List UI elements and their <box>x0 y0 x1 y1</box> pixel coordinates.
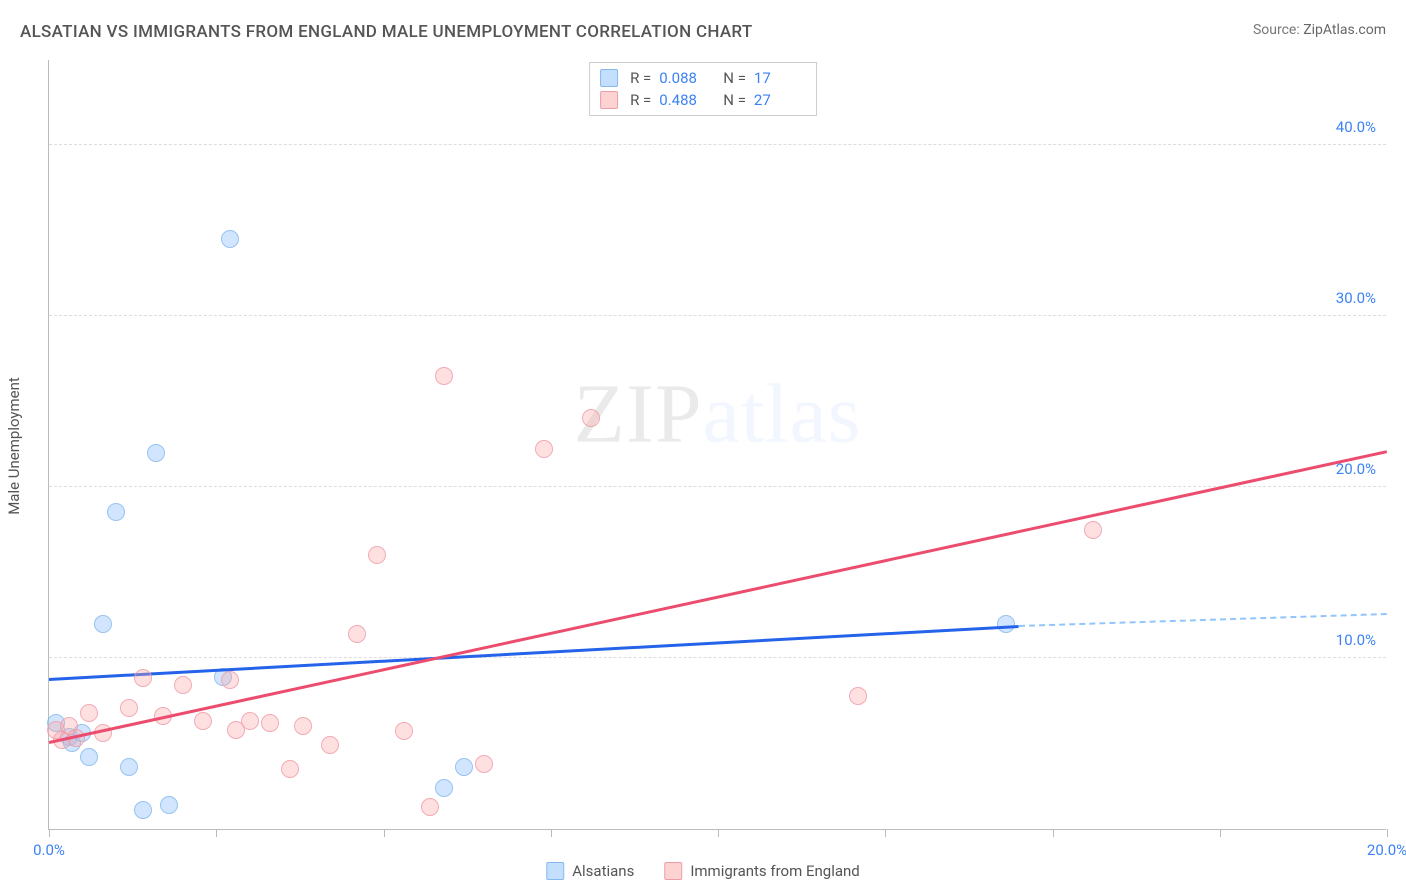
data-point <box>80 704 98 722</box>
r-value-1: 0.088 <box>659 69 711 87</box>
data-point <box>221 671 239 689</box>
data-point <box>194 712 212 730</box>
data-point <box>261 714 279 732</box>
data-point <box>1084 521 1102 539</box>
swatch-series-1 <box>600 69 618 87</box>
source-value: ZipAtlas.com <box>1303 22 1386 38</box>
data-point <box>134 669 152 687</box>
chart-container: ALSATIAN VS IMMIGRANTS FROM ENGLAND MALE… <box>0 0 1406 892</box>
data-point <box>174 676 192 694</box>
data-point <box>421 798 439 816</box>
legend-series: Alsatians Immigrants from England <box>546 862 860 880</box>
data-point <box>281 760 299 778</box>
data-point <box>294 717 312 735</box>
source-label: Source: <box>1253 22 1300 38</box>
x-tick-label: 0.0% <box>33 841 65 859</box>
data-point <box>535 440 553 458</box>
legend-item-1: Alsatians <box>546 862 634 880</box>
x-tick-label: 20.0% <box>1367 841 1406 859</box>
swatch-immigrants <box>664 862 682 880</box>
data-point <box>475 755 493 773</box>
y-tick-label: 10.0% <box>1336 631 1376 649</box>
gridline <box>49 144 1386 145</box>
trend-line-extension <box>1019 613 1387 627</box>
series-1-name: Alsatians <box>572 862 634 880</box>
trend-line <box>49 625 1019 681</box>
legend-item-2: Immigrants from England <box>664 862 859 880</box>
data-point <box>368 546 386 564</box>
gridline <box>49 657 1386 658</box>
x-tick <box>49 829 50 837</box>
watermark: ZIPatlas <box>574 365 862 462</box>
data-point <box>395 722 413 740</box>
r-label: R = <box>630 69 651 87</box>
data-point <box>160 796 178 814</box>
data-point <box>849 687 867 705</box>
swatch-series-2 <box>600 91 618 109</box>
trend-line <box>49 450 1388 743</box>
data-point <box>80 748 98 766</box>
gridline <box>49 315 1386 316</box>
data-point <box>120 758 138 776</box>
source-attribution: Source: ZipAtlas.com <box>1253 22 1386 38</box>
data-point <box>221 230 239 248</box>
y-tick-label: 20.0% <box>1336 460 1376 478</box>
data-point <box>147 444 165 462</box>
x-tick <box>1387 829 1388 837</box>
n-value-1: 17 <box>754 69 806 87</box>
gridline <box>49 486 1386 487</box>
data-point <box>435 779 453 797</box>
legend-stats-row-1: R = 0.088 N = 17 <box>600 67 806 89</box>
legend-stats-row-2: R = 0.488 N = 27 <box>600 89 806 111</box>
data-point <box>435 367 453 385</box>
data-point <box>134 801 152 819</box>
legend-stats: R = 0.088 N = 17 R = 0.488 N = 27 <box>589 62 817 116</box>
watermark-atlas: atlas <box>703 367 862 460</box>
n-label: N = <box>723 69 746 87</box>
plot-area: ZIPatlas 10.0%20.0%30.0%40.0%0.0%20.0% <box>48 60 1386 830</box>
data-point <box>107 503 125 521</box>
x-tick <box>718 829 719 837</box>
x-tick <box>1053 829 1054 837</box>
data-point <box>241 712 259 730</box>
y-tick-label: 40.0% <box>1336 118 1376 136</box>
x-tick <box>216 829 217 837</box>
data-point <box>120 699 138 717</box>
x-tick <box>1220 829 1221 837</box>
r-value-2: 0.488 <box>659 91 711 109</box>
data-point <box>997 615 1015 633</box>
swatch-alsatians <box>546 862 564 880</box>
y-tick-label: 30.0% <box>1336 289 1376 307</box>
r-label-2: R = <box>630 91 651 109</box>
chart-title: ALSATIAN VS IMMIGRANTS FROM ENGLAND MALE… <box>20 22 753 42</box>
data-point <box>582 409 600 427</box>
data-point <box>321 736 339 754</box>
y-axis-label: Male Unemployment <box>5 377 23 515</box>
x-tick <box>885 829 886 837</box>
series-2-name: Immigrants from England <box>690 862 859 880</box>
n-value-2: 27 <box>754 91 806 109</box>
x-tick <box>384 829 385 837</box>
n-label-2: N = <box>723 91 746 109</box>
x-tick <box>551 829 552 837</box>
data-point <box>94 615 112 633</box>
data-point <box>455 758 473 776</box>
data-point <box>348 625 366 643</box>
